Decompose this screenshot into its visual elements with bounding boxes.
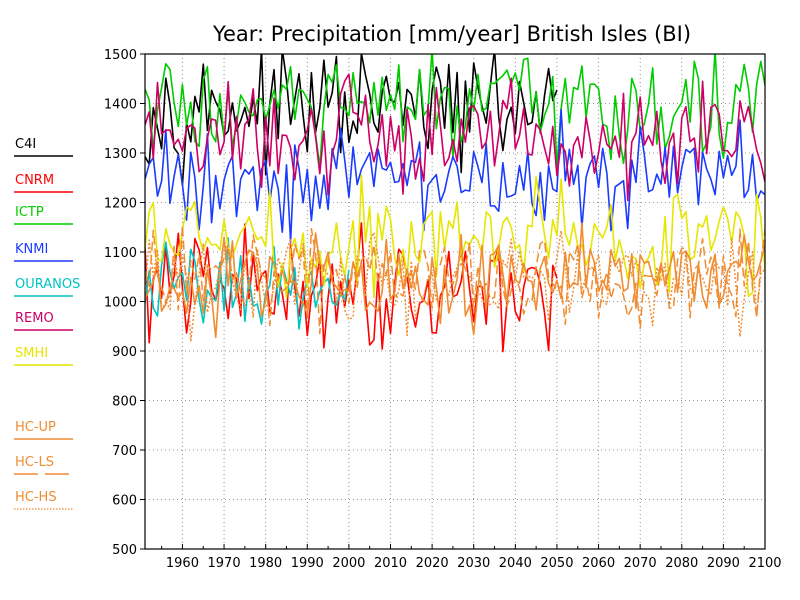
legend-label-knmi: KNMI xyxy=(15,242,48,257)
x-tick-label: 2100 xyxy=(748,556,781,571)
x-tick-label: 2020 xyxy=(416,556,449,571)
y-tick-label: 600 xyxy=(112,494,137,509)
x-tick-label: 2070 xyxy=(624,556,657,571)
x-tick-label: 1980 xyxy=(249,556,282,571)
legend-label-ictp: ICTP xyxy=(15,205,44,220)
y-tick-label: 1400 xyxy=(104,98,137,113)
x-tick-label: 2060 xyxy=(582,556,615,571)
legend-label-cnrm: CNRM xyxy=(15,173,54,188)
y-tick-label: 500 xyxy=(112,543,137,558)
y-tick-label: 1000 xyxy=(104,296,137,311)
y-tick-label: 800 xyxy=(112,395,137,410)
x-tick-label: 1970 xyxy=(208,556,241,571)
y-tick-label: 900 xyxy=(112,345,137,360)
x-tick-label: 2040 xyxy=(499,556,532,571)
x-tick-label: 2080 xyxy=(665,556,698,571)
legend-label-hc-hs: HC-HS xyxy=(15,490,57,505)
legend: C4I CNRM ICTP KNMI OURANOS REMO SMHI HC-UP HC-LS… xyxy=(14,137,80,509)
x-tick-label: 1960 xyxy=(166,556,199,571)
y-tick-label: 1300 xyxy=(104,147,137,162)
legend-label-smhi: SMHI xyxy=(15,346,48,361)
chart-stage: Year: Precipitation [mm/year] British Is… xyxy=(0,0,800,600)
legend-label-ouranos: OURANOS xyxy=(15,277,80,292)
x-tick-label: 1990 xyxy=(291,556,324,571)
legend-label-hc-up: HC-UP xyxy=(15,420,56,435)
y-tick-label: 1200 xyxy=(104,197,137,212)
y-tick-label: 1100 xyxy=(104,246,137,261)
x-tick-label: 2010 xyxy=(374,556,407,571)
legend-label-remo: REMO xyxy=(15,311,54,326)
legend-label-c4i: C4I xyxy=(15,137,36,152)
y-tick-label: 1500 xyxy=(104,48,137,63)
chart-title: Year: Precipitation [mm/year] British Is… xyxy=(212,22,691,46)
y-tick-label: 700 xyxy=(112,444,137,459)
x-tick-label: 2090 xyxy=(707,556,740,571)
x-tick-label: 2030 xyxy=(457,556,490,571)
x-tick-label: 2000 xyxy=(332,556,365,571)
precipitation-chart: Year: Precipitation [mm/year] British Is… xyxy=(0,0,800,600)
legend-label-hc-ls: HC-LS xyxy=(15,455,54,470)
x-tick-label: 2050 xyxy=(540,556,573,571)
series-lines xyxy=(145,49,765,352)
